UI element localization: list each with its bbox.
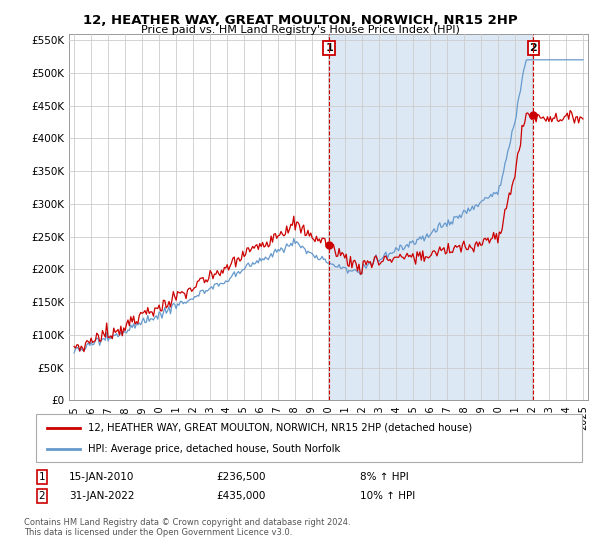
Text: Contains HM Land Registry data © Crown copyright and database right 2024.
This d: Contains HM Land Registry data © Crown c…	[24, 518, 350, 538]
Text: 2: 2	[38, 491, 46, 501]
Text: 12, HEATHER WAY, GREAT MOULTON, NORWICH, NR15 2HP (detached house): 12, HEATHER WAY, GREAT MOULTON, NORWICH,…	[88, 423, 472, 433]
Text: £435,000: £435,000	[216, 491, 265, 501]
Text: £236,500: £236,500	[216, 472, 265, 482]
FancyBboxPatch shape	[36, 414, 582, 462]
Text: 31-JAN-2022: 31-JAN-2022	[69, 491, 134, 501]
Text: 8% ↑ HPI: 8% ↑ HPI	[360, 472, 409, 482]
Text: 15-JAN-2010: 15-JAN-2010	[69, 472, 134, 482]
Text: 1: 1	[325, 43, 333, 53]
Bar	[329, 34, 533, 400]
Text: 1: 1	[38, 472, 46, 482]
Text: 10% ↑ HPI: 10% ↑ HPI	[360, 491, 415, 501]
Text: 12, HEATHER WAY, GREAT MOULTON, NORWICH, NR15 2HP: 12, HEATHER WAY, GREAT MOULTON, NORWICH,…	[83, 14, 517, 27]
Text: HPI: Average price, detached house, South Norfolk: HPI: Average price, detached house, Sout…	[88, 444, 340, 454]
Text: 2: 2	[530, 43, 537, 53]
Text: Price paid vs. HM Land Registry's House Price Index (HPI): Price paid vs. HM Land Registry's House …	[140, 25, 460, 35]
